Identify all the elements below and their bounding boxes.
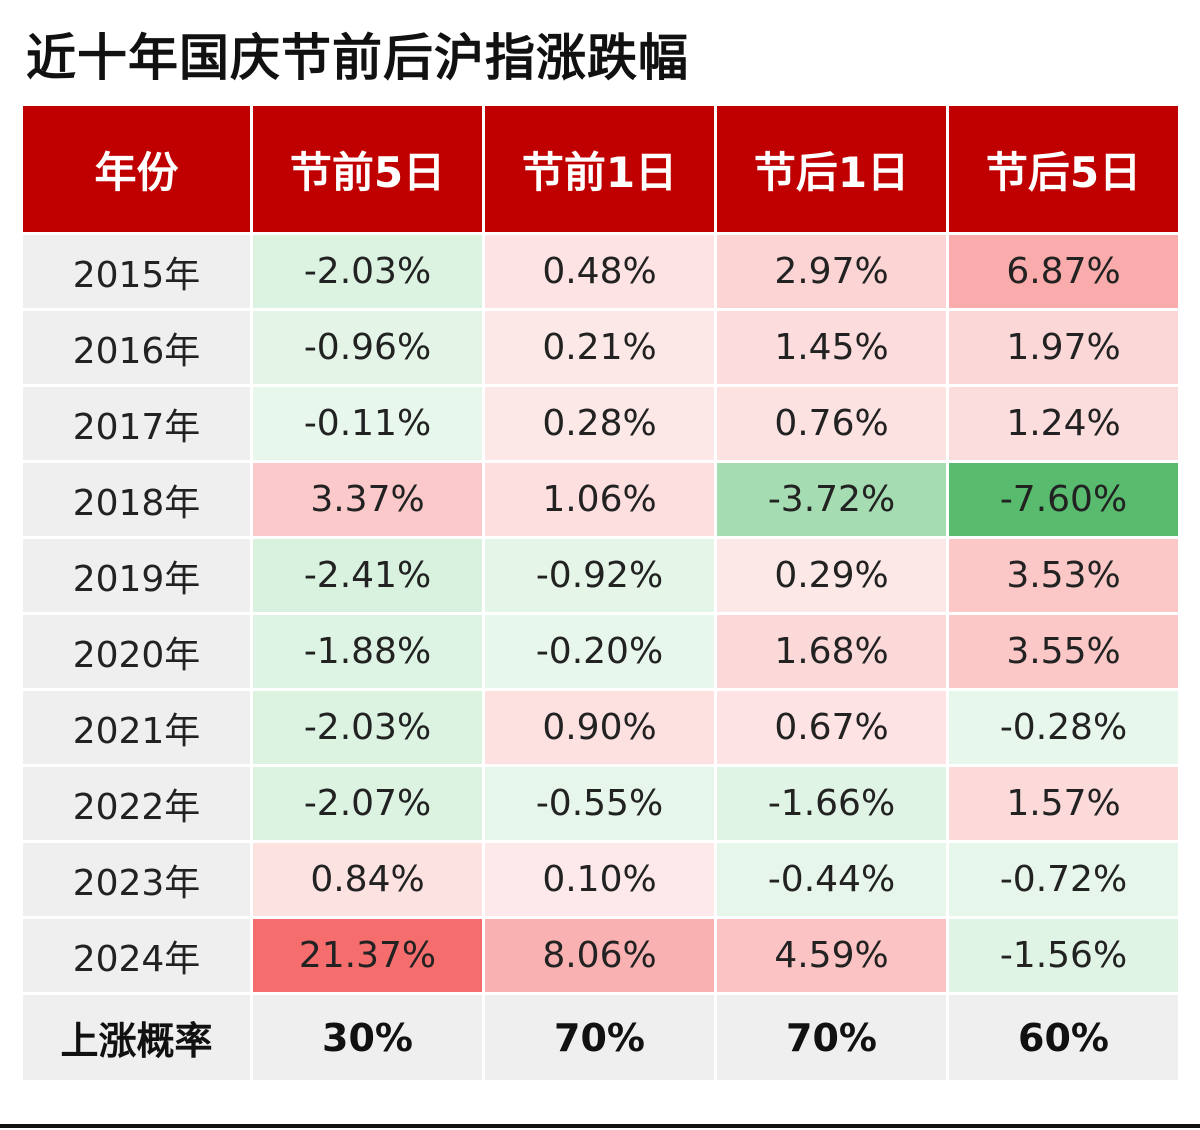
bottom-divider (0, 1124, 1200, 1128)
value-cell: 1.06% (485, 463, 714, 536)
value-cell: 0.67% (717, 691, 946, 764)
value-cell: 0.29% (717, 539, 946, 612)
summary-value: 70% (717, 995, 946, 1080)
column-header-post-1d: 节后1日 (717, 106, 946, 232)
header-row: 年份 节前5日 节前1日 节后1日 节后5日 (23, 106, 1178, 232)
value-cell: 4.59% (717, 919, 946, 992)
value-cell: -7.60% (949, 463, 1178, 536)
summary-label: 上涨概率 (23, 995, 250, 1080)
value-cell: -0.96% (253, 311, 482, 384)
table-row: 2017年 -0.11% 0.28% 0.76% 1.24% (23, 387, 1178, 460)
value-cell: -1.66% (717, 767, 946, 840)
value-cell: -0.92% (485, 539, 714, 612)
table-row: 2016年 -0.96% 0.21% 1.45% 1.97% (23, 311, 1178, 384)
value-cell: -2.03% (253, 691, 482, 764)
table-row: 2020年 -1.88% -0.20% 1.68% 3.55% (23, 615, 1178, 688)
table-row: 2019年 -2.41% -0.92% 0.29% 3.53% (23, 539, 1178, 612)
year-cell: 2018年 (23, 463, 250, 536)
value-cell: -0.72% (949, 843, 1178, 916)
year-cell: 2024年 (23, 919, 250, 992)
value-cell: -3.72% (717, 463, 946, 536)
summary-value: 60% (949, 995, 1178, 1080)
value-cell: 0.48% (485, 235, 714, 308)
table-row: 2018年 3.37% 1.06% -3.72% -7.60% (23, 463, 1178, 536)
value-cell: 1.68% (717, 615, 946, 688)
value-cell: -0.20% (485, 615, 714, 688)
value-cell: 21.37% (253, 919, 482, 992)
value-cell: -0.55% (485, 767, 714, 840)
summary-value: 70% (485, 995, 714, 1080)
year-cell: 2016年 (23, 311, 250, 384)
summary-value: 30% (253, 995, 482, 1080)
value-cell: 3.37% (253, 463, 482, 536)
summary-row: 上涨概率 30% 70% 70% 60% (23, 995, 1178, 1080)
table-row: 2024年 21.37% 8.06% 4.59% -1.56% (23, 919, 1178, 992)
value-cell: -2.03% (253, 235, 482, 308)
value-cell: 1.97% (949, 311, 1178, 384)
page-title: 近十年国庆节前后沪指涨跌幅 (26, 29, 689, 87)
value-cell: 0.76% (717, 387, 946, 460)
year-cell: 2021年 (23, 691, 250, 764)
year-cell: 2020年 (23, 615, 250, 688)
year-cell: 2015年 (23, 235, 250, 308)
value-cell: -1.56% (949, 919, 1178, 992)
value-cell: -2.07% (253, 767, 482, 840)
value-cell: 1.24% (949, 387, 1178, 460)
year-cell: 2019年 (23, 539, 250, 612)
year-cell: 2023年 (23, 843, 250, 916)
table-row: 2023年 0.84% 0.10% -0.44% -0.72% (23, 843, 1178, 916)
value-cell: 0.90% (485, 691, 714, 764)
value-cell: -0.28% (949, 691, 1178, 764)
year-cell: 2022年 (23, 767, 250, 840)
column-header-year: 年份 (23, 106, 250, 232)
table-row: 2022年 -2.07% -0.55% -1.66% 1.57% (23, 767, 1178, 840)
value-cell: -0.44% (717, 843, 946, 916)
value-cell: -0.11% (253, 387, 482, 460)
data-table: 年份 节前5日 节前1日 节后1日 节后5日 2015年 -2.03% 0.48… (20, 103, 1181, 1083)
year-cell: 2017年 (23, 387, 250, 460)
value-cell: 6.87% (949, 235, 1178, 308)
table-row: 2015年 -2.03% 0.48% 2.97% 6.87% (23, 235, 1178, 308)
column-header-post-5d: 节后5日 (949, 106, 1178, 232)
value-cell: -2.41% (253, 539, 482, 612)
value-cell: 2.97% (717, 235, 946, 308)
value-cell: 8.06% (485, 919, 714, 992)
table-body: 2015年 -2.03% 0.48% 2.97% 6.87% 2016年 -0.… (23, 235, 1178, 1080)
value-cell: 0.10% (485, 843, 714, 916)
value-cell: 1.45% (717, 311, 946, 384)
value-cell: 3.53% (949, 539, 1178, 612)
value-cell: 1.57% (949, 767, 1178, 840)
value-cell: -1.88% (253, 615, 482, 688)
value-cell: 0.84% (253, 843, 482, 916)
column-header-pre-5d: 节前5日 (253, 106, 482, 232)
value-cell: 0.21% (485, 311, 714, 384)
column-header-pre-1d: 节前1日 (485, 106, 714, 232)
value-cell: 0.28% (485, 387, 714, 460)
table-row: 2021年 -2.03% 0.90% 0.67% -0.28% (23, 691, 1178, 764)
value-cell: 3.55% (949, 615, 1178, 688)
